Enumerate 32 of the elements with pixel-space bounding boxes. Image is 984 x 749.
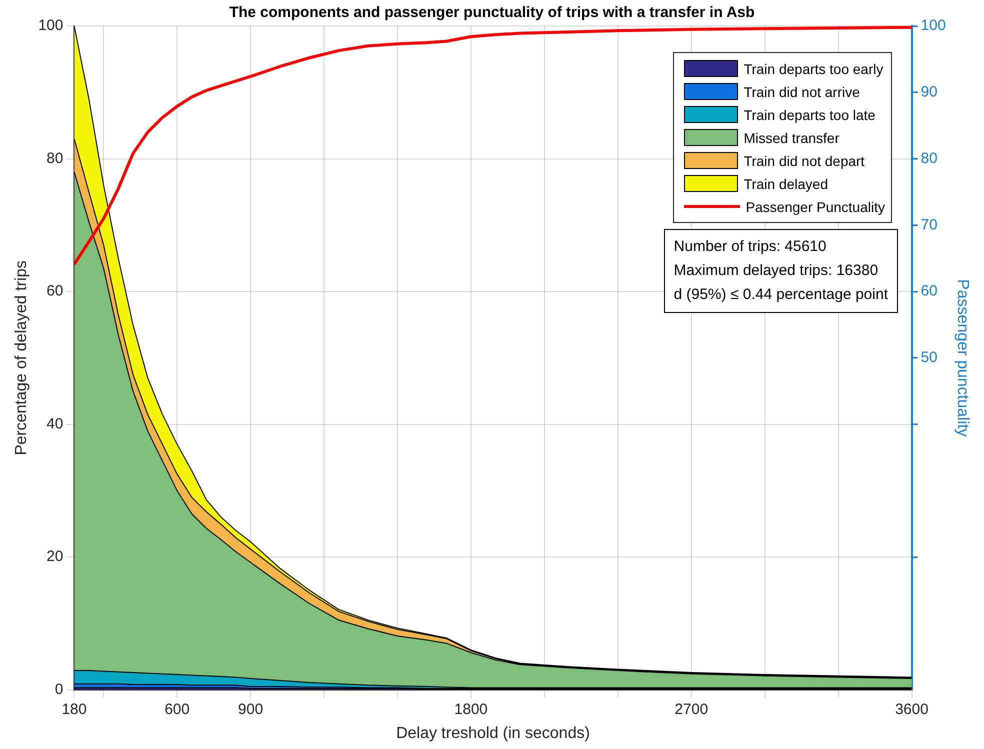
y-tick-label: 40 (46, 415, 64, 432)
x-tick-label: 1800 (454, 700, 488, 718)
legend-label: Train departs too late (744, 106, 876, 122)
legend-label: Train delayed (744, 176, 828, 192)
legend-label: Passenger Punctuality (746, 198, 885, 214)
y2-axis-title: Passenger punctuality (954, 279, 971, 437)
y-axis-title: Percentage of delayed trips (13, 260, 30, 456)
annotation: d (95%) ≤ 0.44 percentage point (674, 285, 888, 305)
legend-label: Missed transfer (744, 130, 840, 146)
y-tick-label: 100 (38, 17, 64, 34)
x-tick-label: 180 (62, 700, 87, 718)
y2-tick-label: 70 (920, 216, 938, 234)
x-tick-label: 3600 (895, 700, 928, 718)
y2-tick-label: 100 (920, 17, 946, 34)
y-tick-label: 60 (46, 282, 64, 300)
y-tick-label: 20 (46, 548, 64, 566)
legend-label: Train did not arrive (744, 84, 860, 100)
chart-title: The components and passenger punctuality of trips with a transfer in Asb (229, 4, 755, 22)
legend-label: Train did not depart (744, 152, 865, 168)
x-tick-label: 900 (238, 700, 264, 718)
y-tick-label: 80 (46, 150, 64, 167)
x-axis-title: Delay treshold (in seconds) (396, 724, 590, 742)
y2-tick-label: 80 (920, 150, 938, 167)
x-tick-label: 600 (164, 700, 190, 718)
y-tick-label: 0 (54, 680, 64, 698)
legend-label: Train departs too early (744, 60, 884, 76)
x-tick-label: 2700 (674, 700, 708, 718)
annotation: Maximum delayed trips: 16380 (674, 261, 880, 281)
y2-tick-label: 90 (920, 84, 938, 101)
annotation: Number of trips: 45610 (674, 237, 828, 257)
y2-tick-label: 50 (920, 349, 938, 366)
y2-tick-label: 60 (920, 282, 938, 300)
